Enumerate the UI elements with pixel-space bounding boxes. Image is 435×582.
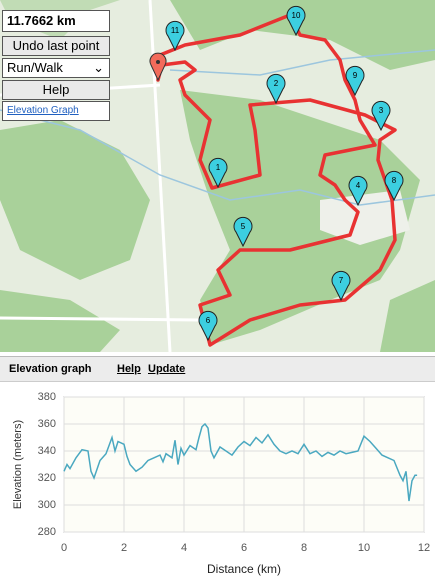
marker-label: 1 (216, 163, 221, 172)
y-tick-label: 380 (38, 391, 56, 403)
elevation-line (63, 422, 418, 502)
streams (0, 49, 435, 206)
panel-update[interactable]: Update (148, 363, 186, 375)
start-marker[interactable] (149, 52, 167, 82)
panel-title: Elevation graph (9, 363, 92, 375)
marker-label: 10 (292, 11, 301, 20)
dropdown-arrow: ⌄ (93, 60, 104, 75)
x-tick-label: 12 (418, 542, 430, 554)
marker-pin (345, 65, 365, 97)
map: 1 2 3 4 5 6 7 8 9 10 11 (0, 0, 435, 352)
marker-pin (198, 310, 218, 342)
y-tick-label: 360 (38, 418, 56, 430)
y-tick-label: 300 (38, 499, 56, 511)
x-tick-label: 10 (358, 542, 370, 554)
mode-select[interactable]: Run/Walk ⌄ (2, 58, 110, 78)
elevation-chart: 280 300 320 340 360 380 0 2 4 6 8 10 12 Distance (km)… (12, 391, 430, 576)
x-tick-label: 4 (181, 542, 187, 554)
x-tick-label: 0 (61, 542, 67, 554)
marker-label: 8 (392, 176, 397, 185)
x-axis-label: Distance (km) (207, 562, 281, 576)
y-tick-label: 320 (38, 472, 56, 484)
elevation-link[interactable]: Elevation Graph (2, 101, 110, 121)
marker-pin (266, 73, 286, 105)
help-button[interactable]: Help (2, 80, 110, 100)
x-tick-label: 8 (301, 542, 307, 554)
undo-button[interactable]: Undo last point (2, 36, 110, 56)
y-tick-label: 280 (38, 526, 56, 538)
marker-pin (165, 20, 185, 52)
marker-label: 2 (274, 79, 279, 88)
mode-value: Run/Walk (7, 60, 63, 75)
marker-label: 9 (353, 71, 358, 80)
marker-pin (331, 270, 351, 302)
route (156, 13, 397, 347)
marker-pin (286, 5, 306, 37)
marker-label: 11 (171, 26, 180, 35)
y-axis-label: Elevation (meters) (12, 420, 24, 509)
panel-bar: Elevation graph Help Update (0, 356, 435, 382)
marker-label: 3 (379, 106, 384, 115)
marker-label: 6 (206, 316, 211, 325)
marker-pin (348, 175, 368, 207)
marker-label: 5 (241, 222, 246, 231)
marker-label: 7 (339, 276, 344, 285)
clearing (320, 190, 410, 245)
distance-box: 11.7662 km (2, 10, 110, 32)
y-tick-label: 340 (38, 445, 56, 457)
x-tick-label: 6 (241, 542, 247, 554)
marker-pin (371, 100, 391, 132)
marker-pin (208, 157, 228, 189)
marker-label: 4 (356, 181, 361, 190)
panel-help[interactable]: Help (117, 363, 141, 375)
x-tick-label: 2 (121, 542, 127, 554)
marker-pin (384, 170, 404, 202)
marker-pin (233, 216, 253, 248)
